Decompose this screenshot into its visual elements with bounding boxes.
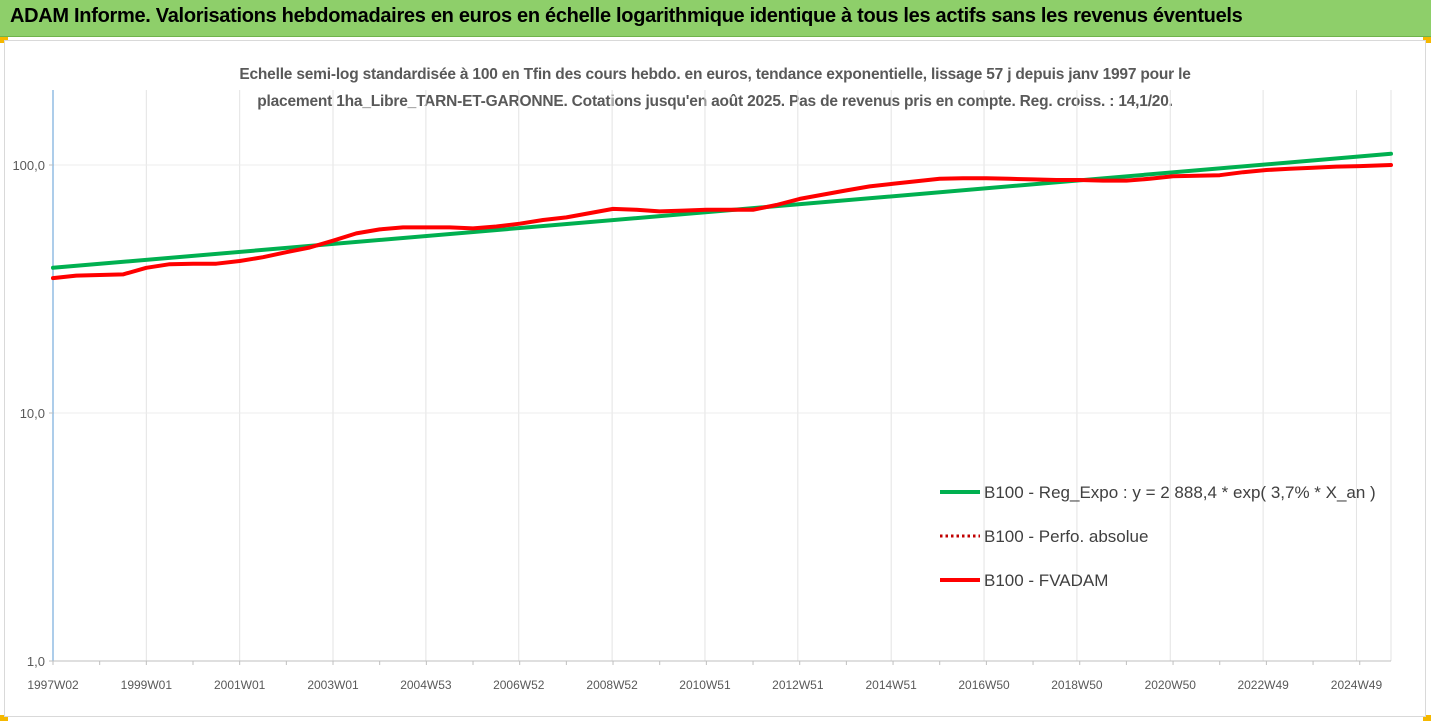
series-line-2 — [51, 163, 1393, 281]
x-tick-label: 2014W51 — [865, 678, 917, 692]
corner-marker-right — [1423, 37, 1431, 43]
y-tick-label: 10,0 — [20, 406, 45, 421]
chart-subtitle-line-2: placement 1ha_Libre_TARN-ET-GARONNE. Cot… — [257, 93, 1173, 110]
x-tick-label: 2001W01 — [214, 678, 266, 692]
chart-subtitle-line-1: Echelle semi-log standardisée à 100 en T… — [239, 66, 1191, 83]
legend-label-0: B100 - Reg_Expo : y = 2 888,4 * exp( 3,7… — [984, 483, 1376, 502]
corner-marker-bottom-right — [1423, 715, 1431, 721]
x-tick-label: 2010W51 — [679, 678, 731, 692]
x-tick-label: 2003W01 — [307, 678, 359, 692]
page-title: ADAM Informe. Valorisations hebdomadaire… — [10, 5, 1243, 27]
x-tick-label: 1997W02 — [27, 678, 79, 692]
x-tick-label: 1999W01 — [121, 678, 173, 692]
legend-label-2: B100 - FVADAM — [984, 571, 1108, 590]
legend-label-1: B100 - Perfo. absolue — [984, 527, 1148, 546]
x-tick-label: 2012W51 — [772, 678, 824, 692]
x-tick-label: 2006W52 — [493, 678, 545, 692]
corner-marker-bottom-left — [0, 715, 8, 721]
title-banner: ADAM Informe. Valorisations hebdomadaire… — [0, 0, 1431, 37]
y-tick-label: 100,0 — [12, 158, 45, 173]
x-tick-label: 2016W50 — [958, 678, 1010, 692]
x-tick-label: 2018W50 — [1051, 678, 1103, 692]
x-tick-label: 2024W49 — [1331, 678, 1383, 692]
x-tick-label: 2004W53 — [400, 678, 452, 692]
y-tick-label: 1,0 — [27, 654, 45, 669]
x-tick-label: 2008W52 — [586, 678, 638, 692]
chart-area — [4, 40, 1426, 717]
x-tick-label: 2020W50 — [1145, 678, 1197, 692]
x-tick-label: 2022W49 — [1237, 678, 1289, 692]
